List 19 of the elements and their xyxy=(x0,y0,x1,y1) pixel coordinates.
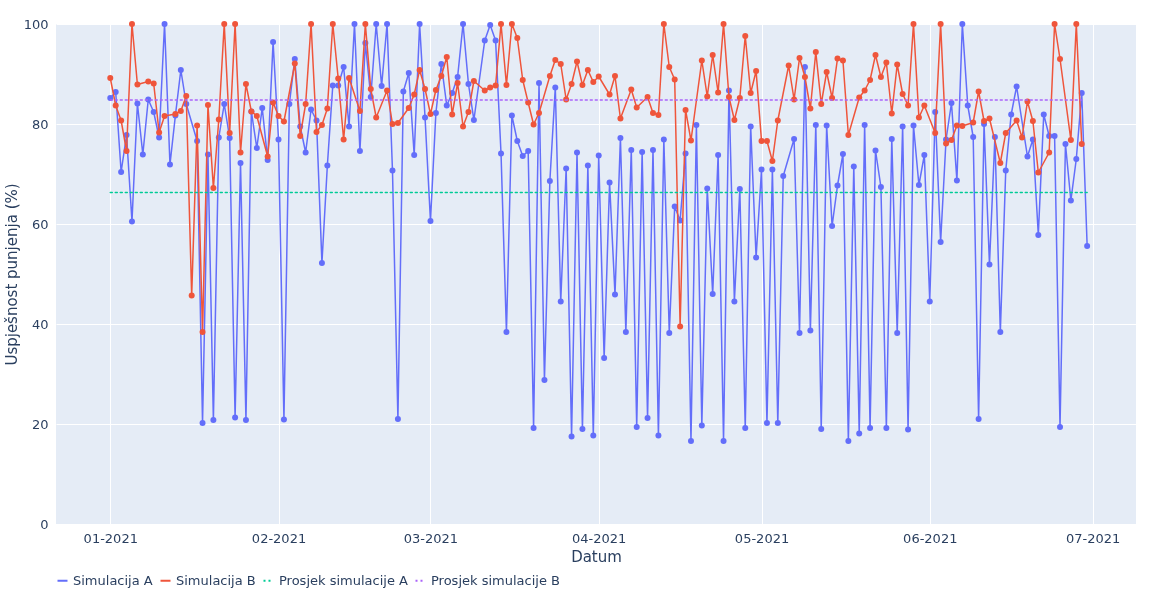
y-axis-title: Uspješnost punjenja (%) xyxy=(2,183,21,366)
y-tick-label: 40 xyxy=(31,316,49,332)
legend-label: Simulacija B xyxy=(176,572,256,588)
legend-label: Prosjek simulacije B xyxy=(431,572,560,588)
x-tick-label: 04-2021 xyxy=(572,530,627,546)
x-axis-title: Datum xyxy=(571,547,622,566)
x-tick-label: 01-2021 xyxy=(83,530,138,546)
x-tick-label: 03-2021 xyxy=(403,530,459,546)
x-tick-label: 02-2021 xyxy=(251,530,307,546)
y-tick-label: 20 xyxy=(31,416,49,432)
legend-label: Simulacija A xyxy=(73,572,153,588)
y-tick-label: 60 xyxy=(31,216,49,232)
x-tick-label: 07-2021 xyxy=(1065,530,1121,546)
x-tick-label: 05-2021 xyxy=(734,530,790,546)
y-tick-label: 0 xyxy=(40,516,49,532)
x-tick-label: 06-2021 xyxy=(903,530,958,546)
legend-label: Prosjek simulacije A xyxy=(279,572,409,588)
y-tick-label: 80 xyxy=(31,116,49,132)
y-tick-label: 100 xyxy=(23,16,49,32)
